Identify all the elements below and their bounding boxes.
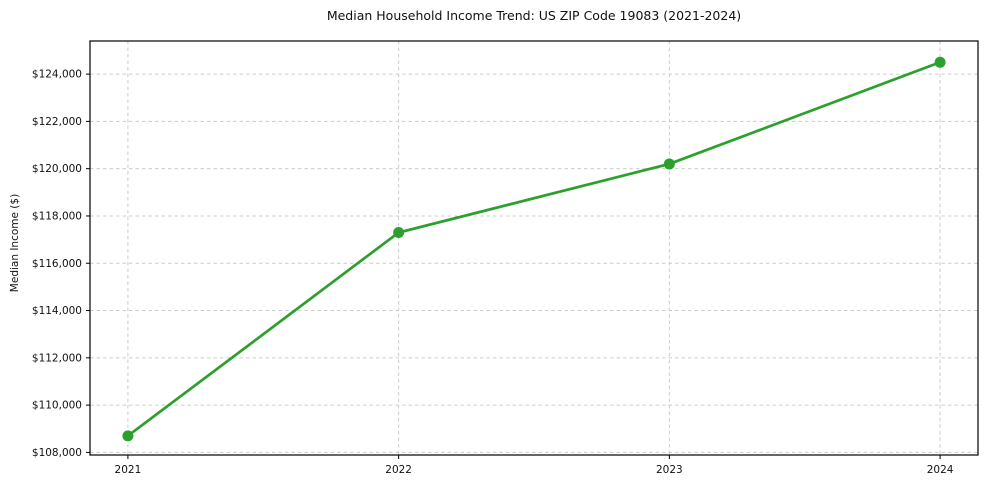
y-tick-label: $124,000 (32, 69, 82, 81)
y-tick-label: $118,000 (32, 210, 82, 222)
y-tick-label: $110,000 (32, 400, 82, 412)
x-tick-label: 2023 (656, 464, 683, 476)
data-point (934, 56, 946, 68)
trend-line (126, 60, 942, 438)
x-tick-label: 2021 (115, 464, 142, 476)
x-tick-label: 2022 (385, 464, 412, 476)
data-point (393, 227, 405, 239)
chart-title: Median Household Income Trend: US ZIP Co… (326, 8, 742, 23)
y-tick-label: $112,000 (32, 352, 82, 364)
y-tick-label: $116,000 (32, 258, 82, 270)
y-tick-label: $122,000 (32, 116, 82, 128)
data-point (663, 158, 675, 170)
data-point (122, 430, 134, 442)
y-tick-label: $120,000 (32, 163, 82, 175)
y-tick-label: $114,000 (32, 305, 82, 317)
x-tick-label: 2024 (927, 464, 954, 476)
y-tick-label: $108,000 (32, 447, 82, 459)
plot-border (89, 40, 979, 456)
